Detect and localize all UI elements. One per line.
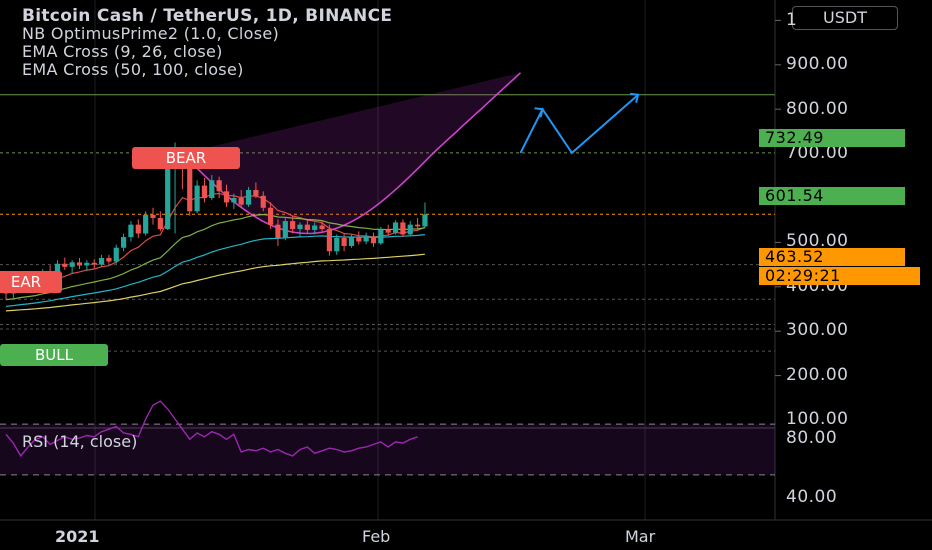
candle-body-19 [143, 214, 149, 234]
arrow-head-2 [629, 92, 640, 104]
indicator-ema-cross-50-100[interactable]: EMA Cross (50, 100, close) [22, 60, 244, 79]
indicator-optimusprime[interactable]: NB OptimusPrime2 (1.0, Close) [22, 24, 280, 43]
bear-signal-top: BEAR [132, 147, 240, 169]
candle-body-49 [363, 236, 369, 242]
candle-body-22 [165, 166, 171, 230]
candle-body-47 [348, 237, 355, 246]
arrow-head-1 [534, 107, 544, 118]
time-label-feb: Feb [362, 527, 391, 546]
price-tick-100: 100.00 [786, 409, 849, 429]
price-tick-900: 900.00 [786, 54, 849, 74]
candle-body-7 [54, 263, 61, 276]
candle-body-33 [245, 190, 252, 205]
candle-body-26 [194, 185, 200, 212]
rsi-indicator-label[interactable]: RSI (14, close) [22, 432, 138, 451]
candle-body-45 [334, 237, 340, 252]
time-label-mar: Mar [625, 527, 656, 546]
candle-body-39 [290, 221, 296, 230]
last-price-tag: 463.52 [759, 248, 905, 266]
candle-body-13 [98, 257, 105, 265]
level-tag-732: 732.49 [759, 129, 905, 147]
candle-body-53 [392, 222, 399, 233]
projection-arrow [519, 94, 639, 155]
currency-button[interactable]: USDT [792, 6, 898, 30]
rsi-band-fill [0, 424, 775, 475]
candle-body-17 [128, 224, 134, 238]
candle-body-46 [341, 237, 347, 246]
horizontal-levels [0, 94, 775, 352]
ema-100-line [5, 253, 425, 312]
candle-body-32 [238, 198, 244, 205]
candle-body-42 [312, 225, 318, 230]
ema-26-line [5, 213, 425, 301]
candle-body-52 [385, 229, 391, 233]
candle-body-21 [157, 217, 163, 230]
candle-body-31 [231, 198, 237, 203]
candle-body-36 [268, 207, 274, 225]
level-tag-601: 601.54 [759, 187, 905, 205]
candle-body-41 [304, 224, 310, 230]
candle-body-20 [150, 214, 156, 218]
prediction-fill [182, 72, 521, 234]
candle-body-16 [121, 237, 127, 248]
candle-body-34 [253, 190, 259, 196]
rsi-tick-80: 80.00 [786, 428, 838, 448]
candle-body-48 [356, 237, 362, 242]
candle-body-35 [260, 195, 266, 208]
bar-countdown-tag: 02:29:21 [759, 267, 920, 285]
chart-title: Bitcoin Cash / TetherUS, 1D, BINANCE [22, 6, 393, 26]
candle-body-37 [275, 224, 281, 238]
candle-body-10 [76, 262, 83, 266]
rsi-line [5, 400, 418, 458]
bull-signal: BULL [0, 344, 108, 366]
price-tick-700: 700.00 [786, 143, 849, 163]
price-tick-300: 300.00 [786, 320, 849, 340]
candle-body-27 [201, 185, 208, 198]
candle-body-55 [407, 224, 413, 235]
candle-body-29 [216, 180, 222, 192]
candle-body-54 [400, 222, 406, 235]
candle-body-30 [223, 191, 230, 203]
candle-body-28 [209, 180, 215, 198]
price-tick-200: 200.00 [786, 365, 849, 385]
candle-body-8 [62, 263, 68, 267]
candle-body-57 [422, 214, 428, 227]
time-label-2021: 2021 [55, 527, 100, 546]
candle-body-14 [106, 257, 112, 262]
candle-body-38 [282, 221, 288, 238]
candle-body-56 [415, 224, 421, 227]
prediction-drawing [181, 72, 640, 235]
bear-signal-left: EAR [0, 271, 62, 293]
price-axis-ticks [775, 19, 781, 377]
prediction-curve [181, 72, 522, 235]
candle-body-15 [113, 247, 119, 262]
price-tick-500: 500.00 [786, 231, 849, 251]
price-tick-800: 800.00 [786, 99, 849, 119]
indicator-ema-cross-9-26[interactable]: EMA Cross (9, 26, close) [22, 42, 223, 61]
ema-lines [5, 192, 426, 312]
candle-body-9 [69, 262, 75, 267]
ema-50-line [5, 234, 425, 307]
candle-body-43 [319, 225, 325, 230]
candle-body-12 [91, 262, 97, 265]
rsi-tick-40: 40.00 [786, 487, 838, 507]
price-tick-top-partial: 1 [786, 10, 798, 30]
candle-body-50 [370, 236, 377, 244]
candle-body-18 [135, 224, 141, 234]
ema-9-line [5, 192, 426, 293]
rsi-pane [0, 400, 775, 476]
candle-body-25 [187, 158, 193, 212]
candle-body-44 [326, 229, 332, 252]
candle-body-51 [378, 229, 384, 244]
candle-body-40 [297, 224, 303, 230]
candle-body-11 [84, 262, 90, 266]
